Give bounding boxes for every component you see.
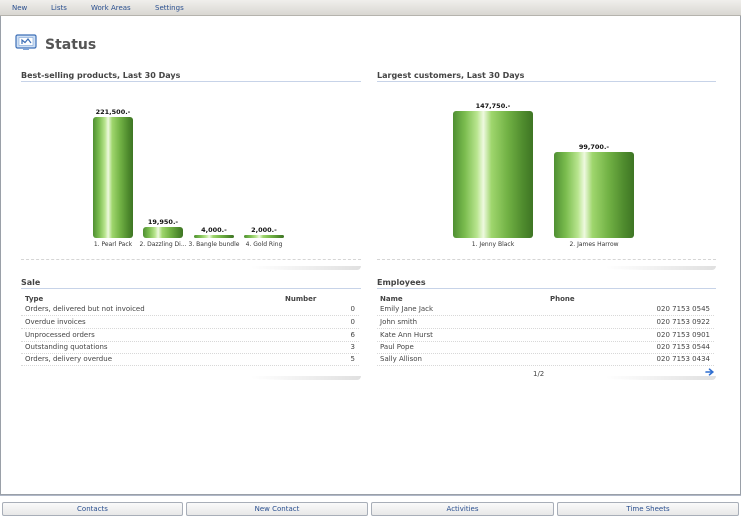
bar-category-label: 2. Dazzling Di... [139,241,187,248]
bar-value-label: 4,000.- [201,226,227,234]
employee-name: John smith [380,318,418,326]
chart-bar [554,152,634,238]
largest-customers-title: Largest customers, Last 30 Days [377,71,525,80]
sale-type: Unprocessed orders [25,331,95,339]
chart-bar [244,235,284,238]
table-row[interactable]: Sally Allison 020 7153 0434 [377,354,714,366]
bar-category-label: 3. Bangle bundle [188,241,240,248]
employee-name: Sally Allison [380,355,422,363]
section-divider [21,288,361,289]
bottom-separator [0,495,741,500]
table-row[interactable]: Overdue invoices 0 [21,317,359,329]
section-divider [21,81,361,82]
sale-number: 5 [350,355,355,363]
sale-number: 3 [350,343,355,351]
sale-type: Outstanding quotations [25,343,108,351]
status-monitor-icon [15,34,37,50]
employee-phone: 020 7153 0544 [656,343,710,351]
bar-value-label: 147,750.- [475,102,511,110]
table-row[interactable]: Emily Jane Jack 020 7153 0545 [377,304,714,316]
time-sheets-button[interactable]: Time Sheets [557,502,739,516]
employee-name: Paul Pope [380,343,414,351]
bar-value-label: 99,700.- [578,143,610,151]
chart-bar [93,117,133,238]
main-content-area [0,16,741,495]
employee-phone: 020 7153 0901 [656,331,710,339]
menu-work-areas[interactable]: Work Areas [91,4,131,12]
sale-number: 0 [350,318,355,326]
bar-category-label: 1. Pearl Pack [93,241,133,248]
activities-button[interactable]: Activities [371,502,554,516]
bar-category-label: 2. James Harrow [569,241,619,248]
bar-value-label: 19,950.- [147,218,179,226]
panel-divider [377,259,716,260]
menu-new[interactable]: New [12,4,28,12]
section-divider [377,288,716,289]
table-row[interactable]: Outstanding quotations 3 [21,342,359,354]
top-menu-bar: New Lists Work Areas Settings [0,0,741,16]
panel-divider [21,259,361,260]
sale-number: 6 [350,331,355,339]
panel-shadow [250,376,361,380]
table-row[interactable]: Orders, delivered but not invoiced 0 [21,304,359,316]
chart-bar [194,235,234,238]
section-divider [377,81,716,82]
panel-shadow [250,266,361,270]
employees-col-name: Name [380,295,403,303]
table-row[interactable]: Kate Ann Hurst 020 7153 0901 [377,330,714,342]
sale-type: Orders, delivery overdue [25,355,112,363]
bar-category-label: 4. Gold Ring [245,241,283,248]
chart-bar [453,111,533,238]
employee-phone: 020 7153 0545 [656,305,710,313]
sale-title: Sale [21,278,41,287]
contacts-button[interactable]: Contacts [2,502,183,516]
table-row[interactable]: Unprocessed orders 6 [21,330,359,342]
chart-bar [143,227,183,238]
sale-type: Orders, delivered but not invoiced [25,305,145,313]
employee-name: Kate Ann Hurst [380,331,433,339]
employee-phone: 020 7153 0434 [656,355,710,363]
next-page-arrow-icon[interactable] [705,368,715,376]
panel-shadow [605,376,716,380]
bottom-button-bar: Contacts New Contact Activities Time She… [0,500,741,518]
employees-title: Employees [377,278,426,287]
menu-settings[interactable]: Settings [155,4,184,12]
table-row[interactable]: Paul Pope 020 7153 0544 [377,342,714,354]
employees-col-phone: Phone [550,295,575,303]
best-selling-title: Best-selling products, Last 30 Days [21,71,181,80]
employee-name: Emily Jane Jack [380,305,434,313]
sale-number: 0 [350,305,355,313]
bar-category-label: 1. Jenny Black [471,241,515,248]
bar-value-label: 221,500.- [95,108,131,116]
page-title: Status [45,37,97,53]
table-row[interactable]: Orders, delivery overdue 5 [21,354,359,366]
sale-type: Overdue invoices [25,318,86,326]
new-contact-button[interactable]: New Contact [186,502,368,516]
employee-phone: 020 7153 0922 [656,318,710,326]
sale-col-type: Type [25,295,44,303]
bar-value-label: 2,000.- [251,226,277,234]
employees-pager: 1/2 [533,370,545,378]
panel-shadow [605,266,716,270]
sale-col-number: Number [285,295,317,303]
table-row[interactable]: John smith 020 7153 0922 [377,317,714,329]
menu-lists[interactable]: Lists [51,4,67,12]
